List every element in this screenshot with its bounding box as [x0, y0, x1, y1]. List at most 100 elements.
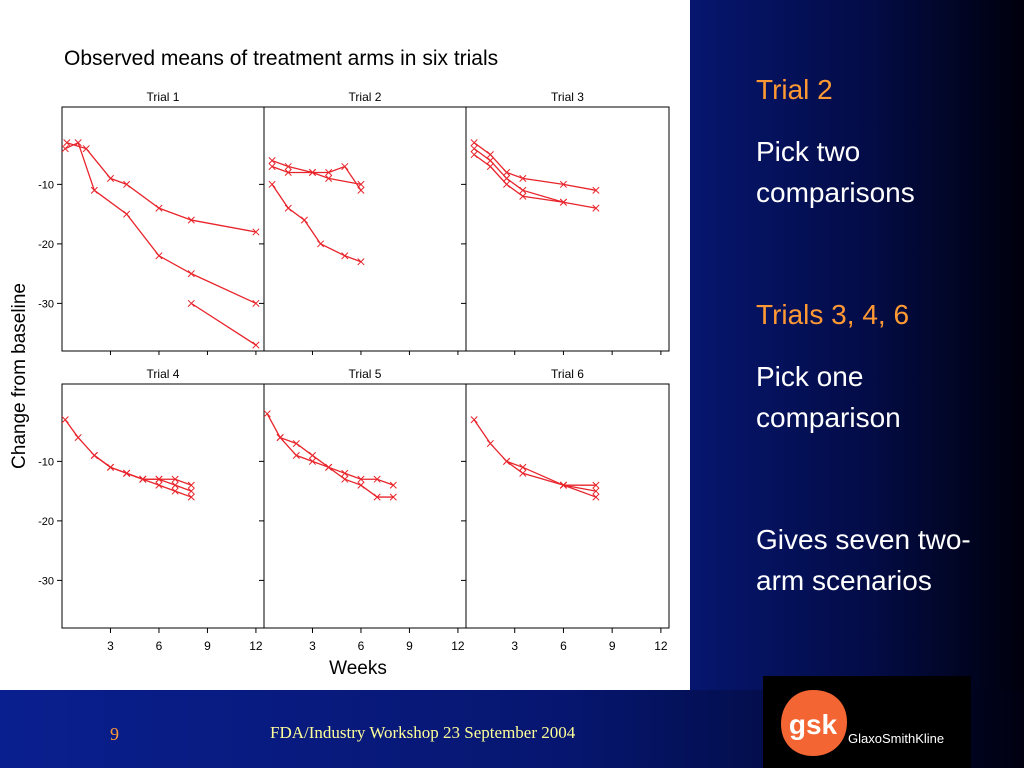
series-line	[271, 165, 362, 191]
trial2-heading: Trial 2	[756, 74, 833, 105]
data-point	[284, 168, 292, 177]
data-point	[317, 240, 325, 248]
series-line	[190, 302, 257, 346]
data-point	[187, 493, 195, 501]
y-tick-label: -20	[38, 516, 54, 528]
data-point	[341, 252, 349, 260]
data-point	[373, 475, 381, 483]
data-point	[341, 475, 349, 483]
data-point	[268, 162, 276, 171]
x-tick-label: 9	[406, 639, 413, 653]
footer-text: FDA/Industry Workshop 23 September 2004	[270, 723, 576, 742]
data-point	[123, 469, 131, 477]
data-point	[308, 168, 317, 177]
series-line	[271, 184, 362, 263]
x-tick-label: 12	[451, 639, 465, 653]
y-tick-label: -10	[38, 179, 54, 191]
data-point	[63, 139, 71, 147]
data-point	[171, 487, 179, 495]
series-line	[506, 460, 597, 492]
data-point	[341, 162, 349, 171]
series-line	[64, 419, 192, 498]
data-point	[341, 469, 349, 477]
data-point	[187, 481, 195, 489]
trial-means-chart: Observed means of treatment arms in six …	[9, 47, 670, 679]
series-line	[64, 141, 257, 304]
x-tick-label: 6	[560, 639, 567, 653]
data-point	[503, 457, 511, 465]
data-point	[503, 180, 511, 188]
panel-title: Trial 5	[349, 367, 382, 381]
data-point	[139, 475, 147, 483]
data-point	[357, 475, 365, 483]
data-point	[559, 481, 567, 489]
page-number: 9	[110, 724, 119, 744]
chart-panel: Observed means of treatment arms in six …	[9, 47, 670, 679]
data-point	[300, 216, 308, 224]
data-point	[503, 168, 511, 177]
data-point	[486, 157, 494, 165]
x-tick-label: 9	[204, 639, 211, 653]
panel-frame	[61, 383, 265, 629]
panel-frame	[61, 106, 265, 352]
data-point	[292, 439, 300, 448]
data-point	[284, 162, 292, 171]
data-point	[519, 469, 527, 477]
gsk-logo-icon: gsk	[781, 690, 847, 756]
data-point	[90, 451, 98, 459]
x-tick-label: 6	[156, 639, 163, 653]
data-point	[559, 198, 567, 206]
x-tick-label: 3	[511, 639, 518, 653]
trials346-body: Pick one comparison	[756, 361, 901, 433]
data-point	[470, 416, 478, 424]
y-tick-label: -20	[38, 239, 54, 251]
data-point	[123, 180, 131, 188]
data-point	[592, 186, 600, 194]
series-line	[266, 413, 394, 498]
data-point	[187, 299, 195, 307]
gsk-logo-mark: gsk	[789, 709, 838, 740]
data-point	[486, 151, 494, 159]
data-point	[357, 186, 365, 194]
data-point	[519, 463, 527, 471]
panel-title: Trial 6	[551, 367, 584, 381]
data-point	[74, 139, 82, 147]
panel-title: Trial 3	[551, 90, 584, 104]
data-point	[519, 174, 527, 182]
data-point	[74, 434, 82, 442]
data-point	[592, 204, 600, 212]
series-line	[473, 419, 597, 498]
data-point	[123, 210, 131, 218]
data-point	[389, 493, 397, 501]
data-point	[171, 481, 179, 489]
x-tick-label: 12	[654, 639, 668, 653]
series-line	[279, 437, 394, 486]
data-point	[592, 493, 600, 501]
series-line	[473, 154, 564, 203]
x-tick-label: 12	[249, 639, 263, 653]
panel-title: Trial 1	[147, 90, 180, 104]
x-tick-label: 3	[107, 639, 114, 653]
trial2-body: Pick two comparisons	[756, 136, 915, 208]
data-point	[325, 168, 333, 177]
data-point	[155, 252, 163, 260]
data-point	[268, 180, 276, 188]
panel-title: Trial 4	[147, 367, 180, 381]
data-point	[470, 151, 478, 159]
gsk-logo: gsk GlaxoSmithKline	[763, 676, 971, 768]
x-axis-label: Weeks	[329, 658, 387, 679]
data-point	[284, 204, 292, 212]
trials346-heading: Trials 3, 4, 6	[756, 299, 910, 330]
data-point	[486, 162, 494, 171]
x-tick-label: 6	[358, 639, 365, 653]
data-point	[559, 180, 567, 188]
panel-title: Trial 2	[349, 90, 382, 104]
data-point	[470, 139, 478, 147]
data-point	[106, 174, 115, 182]
panel-frame	[263, 106, 467, 352]
data-point	[155, 475, 163, 483]
data-point	[519, 186, 527, 194]
data-point	[263, 410, 271, 418]
data-point	[252, 299, 260, 307]
data-point	[252, 228, 260, 236]
